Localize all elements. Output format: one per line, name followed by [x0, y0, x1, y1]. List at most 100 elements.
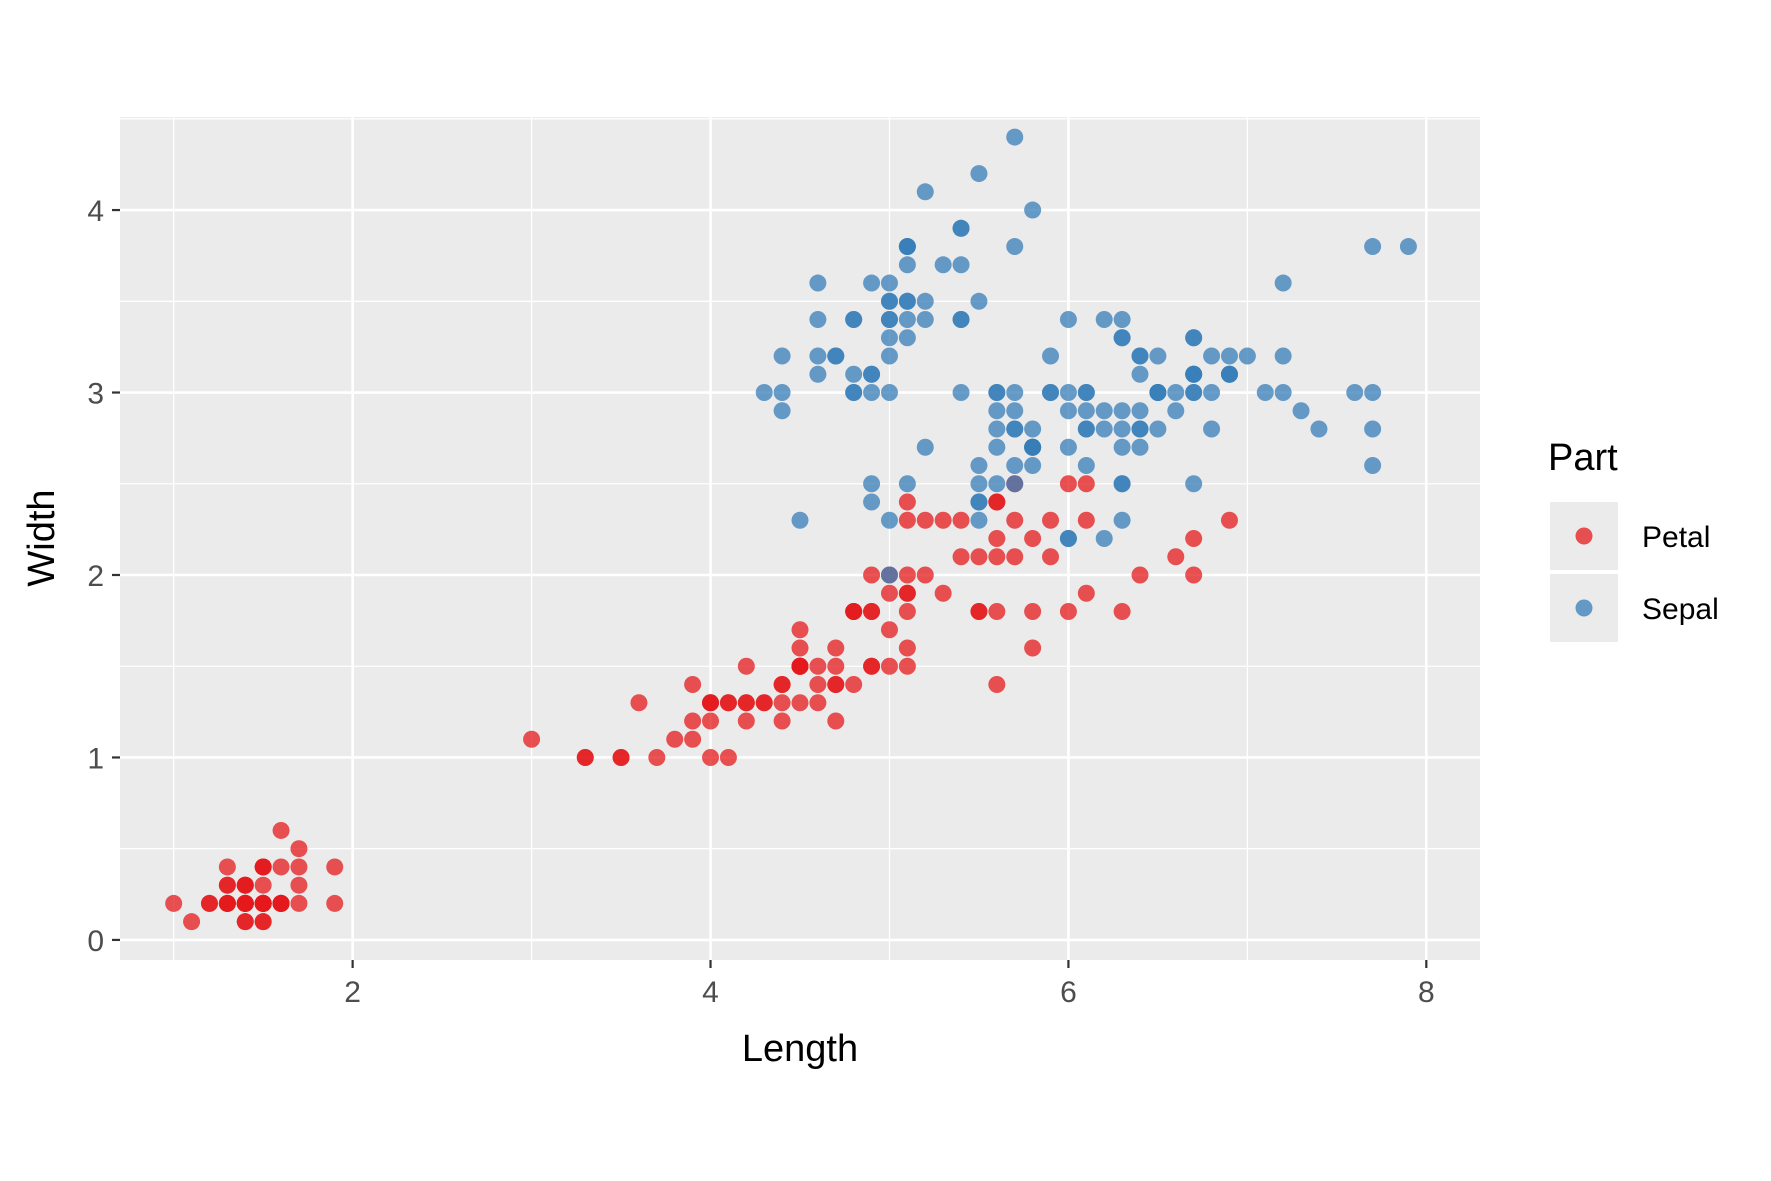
data-point-petal [218, 894, 236, 912]
data-point-petal [809, 675, 827, 693]
data-point-sepal [1113, 402, 1131, 420]
data-point-petal [719, 748, 737, 766]
data-point-petal [898, 657, 916, 675]
data-point-petal [988, 548, 1006, 566]
data-point-petal [934, 511, 952, 529]
data-point-sepal [952, 219, 970, 237]
data-point-petal [236, 913, 254, 931]
data-point-petal [1077, 511, 1095, 529]
data-point-sepal [1077, 420, 1095, 438]
data-point-sepal [916, 292, 934, 310]
data-point-petal [326, 858, 344, 876]
data-point-sepal [898, 475, 916, 493]
data-point-sepal [1185, 475, 1203, 493]
data-point-sepal [1095, 530, 1113, 547]
data-point-petal [1042, 548, 1060, 566]
data-point-sepal [1274, 274, 1292, 292]
data-point-petal [809, 657, 827, 675]
data-point-petal [773, 694, 791, 712]
data-point-petal [326, 894, 344, 912]
data-point-sepal [809, 365, 827, 383]
data-point-sepal [1006, 475, 1024, 493]
data-point-petal [290, 858, 308, 876]
data-point-sepal [1399, 238, 1417, 256]
data-point-sepal [970, 457, 988, 475]
data-point-sepal [1274, 347, 1292, 365]
data-point-petal [898, 639, 916, 657]
data-point-petal [576, 748, 594, 766]
y-tick-label: 0 [87, 925, 104, 958]
data-point-sepal [880, 511, 898, 529]
data-point-sepal [1024, 420, 1042, 438]
data-point-petal [952, 548, 970, 566]
data-point-petal [898, 511, 916, 529]
data-point-petal [183, 913, 201, 931]
data-point-petal [1131, 566, 1149, 584]
x-tick-label: 2 [344, 976, 361, 1009]
data-point-sepal [898, 311, 916, 329]
data-point-petal [988, 602, 1006, 620]
data-point-petal [791, 639, 809, 657]
data-point-sepal [988, 402, 1006, 420]
data-point-petal [648, 748, 666, 766]
data-point-petal [165, 894, 183, 912]
legend-symbol-sepal [1575, 599, 1593, 617]
data-point-sepal [1095, 311, 1113, 329]
data-point-petal [254, 858, 272, 876]
data-point-petal [880, 621, 898, 639]
y-tick-label: 4 [87, 195, 104, 228]
data-point-sepal [845, 365, 863, 383]
data-point-sepal [827, 347, 845, 365]
data-point-petal [916, 566, 934, 584]
data-point-petal [1024, 602, 1042, 620]
data-point-sepal [863, 365, 881, 383]
data-point-petal [827, 712, 845, 730]
data-point-sepal [1346, 384, 1364, 402]
data-point-petal [1113, 602, 1131, 620]
data-point-petal [666, 730, 684, 748]
data-point-petal [988, 675, 1006, 693]
data-point-petal [845, 675, 863, 693]
data-point-petal [791, 657, 809, 675]
data-point-sepal [1131, 347, 1149, 365]
data-point-petal [737, 712, 755, 730]
x-tick-label: 8 [1418, 976, 1435, 1009]
data-point-petal [970, 548, 988, 566]
data-points [165, 128, 1417, 931]
data-point-sepal [1364, 238, 1382, 256]
y-tick-label: 3 [87, 378, 104, 411]
series-petal [165, 475, 1238, 931]
data-point-petal [773, 712, 791, 730]
data-point-sepal [916, 183, 934, 201]
major-gridlines [120, 117, 1480, 960]
data-point-petal [702, 712, 720, 730]
data-point-petal [1006, 548, 1024, 566]
legend-label-petal: Petal [1642, 521, 1710, 554]
data-point-petal [1059, 475, 1077, 493]
data-point-sepal [755, 384, 773, 402]
data-point-petal [880, 657, 898, 675]
data-point-sepal [1310, 420, 1328, 438]
y-axis-ticks: 0 1 2 3 4 [87, 195, 120, 958]
data-point-sepal [988, 475, 1006, 493]
data-point-petal [863, 602, 881, 620]
data-point-sepal [952, 311, 970, 329]
data-point-sepal [1113, 475, 1131, 493]
data-point-sepal [1167, 402, 1185, 420]
data-point-sepal [934, 256, 952, 274]
data-point-petal [737, 657, 755, 675]
legend: Part Petal Sepal [1548, 437, 1719, 642]
legend-title: Part [1548, 437, 1618, 479]
data-point-petal [827, 639, 845, 657]
data-point-petal [773, 675, 791, 693]
data-point-sepal [1149, 347, 1167, 365]
data-point-sepal [1131, 420, 1149, 438]
data-point-sepal [1149, 384, 1167, 402]
data-point-petal [737, 694, 755, 712]
data-point-petal [254, 876, 272, 894]
data-point-petal [827, 657, 845, 675]
data-point-petal [916, 511, 934, 529]
data-point-sepal [1024, 457, 1042, 475]
x-axis-title: Length [742, 1028, 858, 1070]
